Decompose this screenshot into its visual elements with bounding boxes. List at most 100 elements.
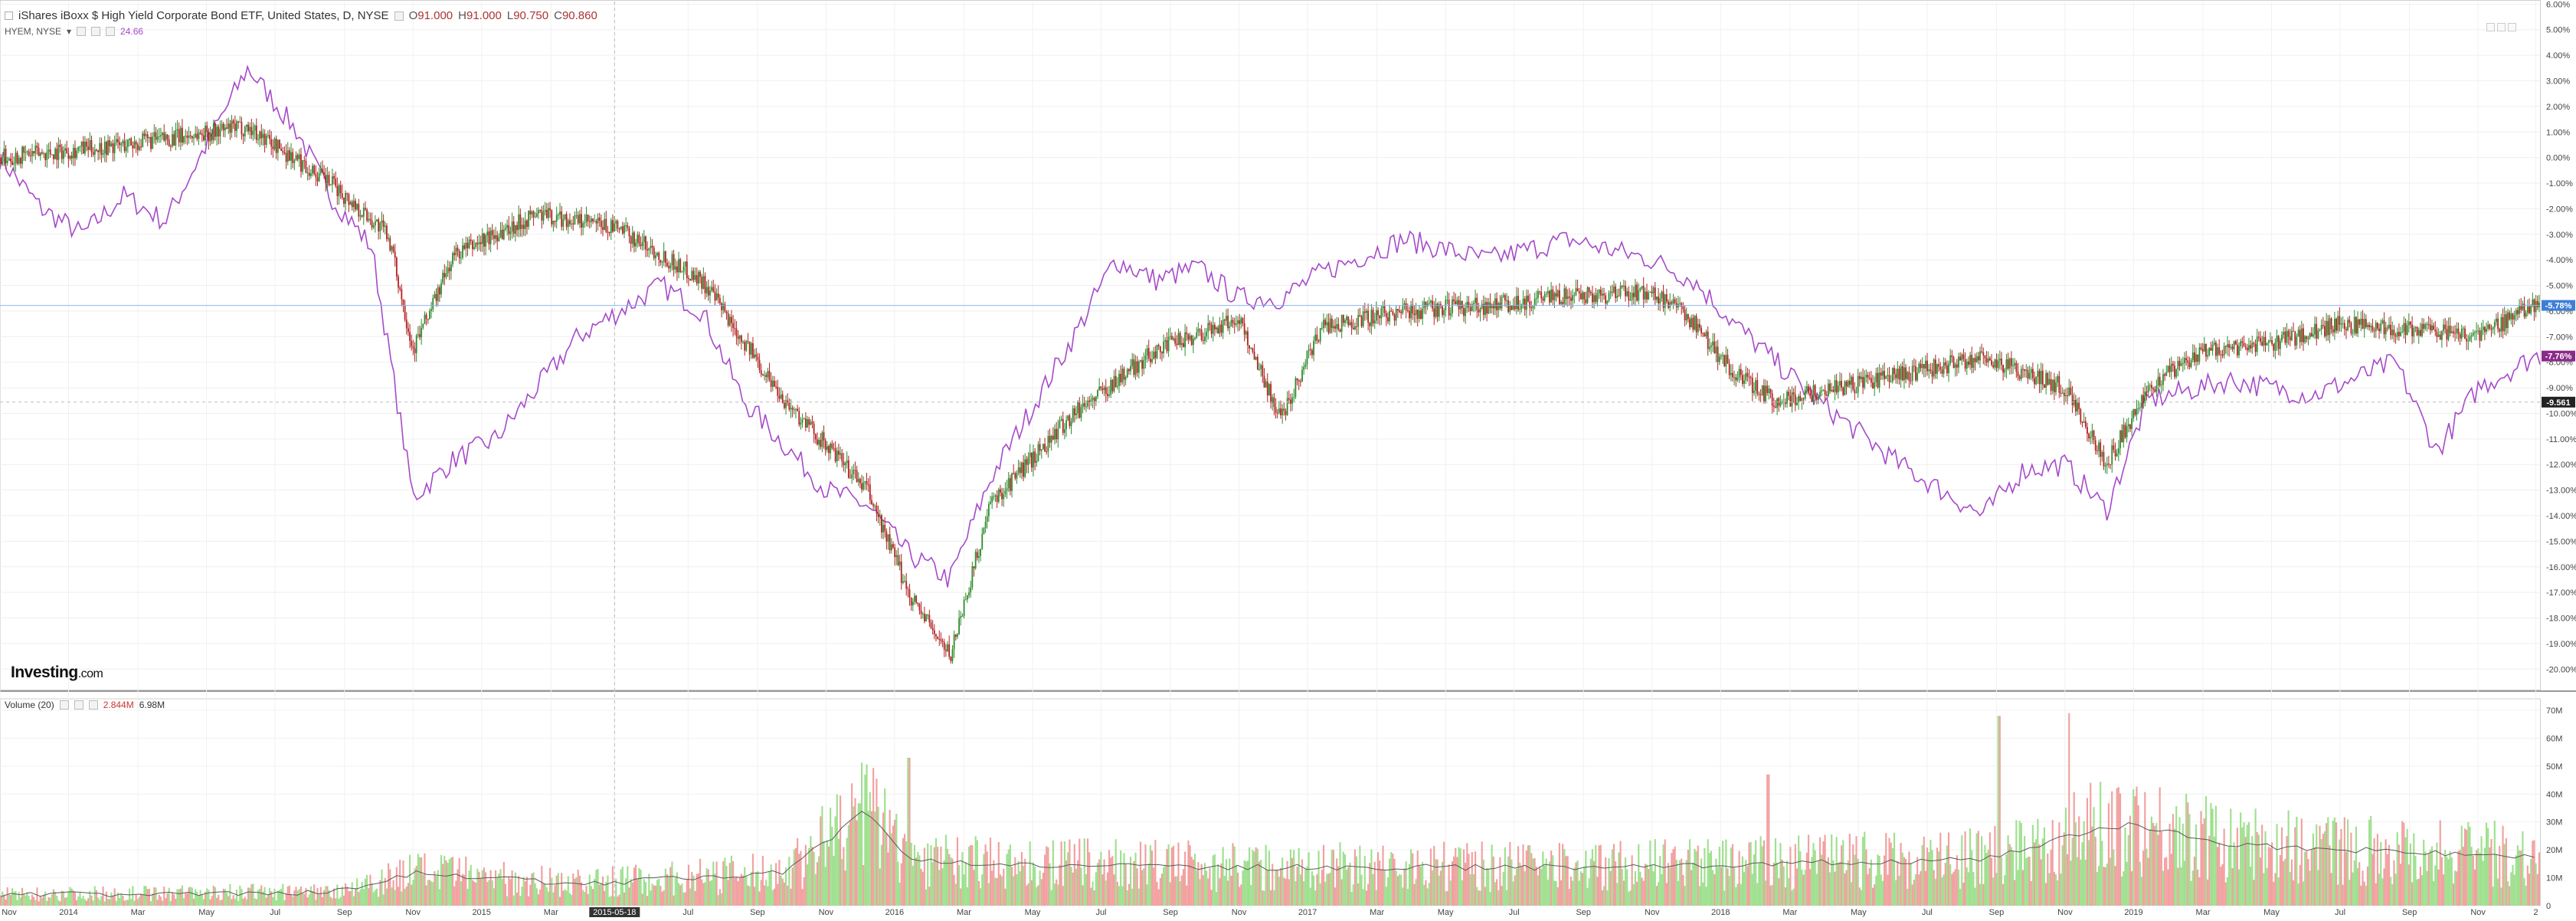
pane-up-icon[interactable] [2486,23,2495,31]
volume-bar [1329,872,1331,906]
volume-bar [630,879,632,906]
candle-body [2519,306,2520,314]
volume-bar [1602,886,1605,906]
volume-bar [770,864,772,906]
volume-bar [457,869,459,906]
candle-body [1494,298,1496,309]
candle-body [355,200,356,210]
candle-body [2492,327,2494,329]
volume-bar [2104,867,2106,906]
volume-bar [1957,870,1960,906]
volume-bar [1672,849,1674,906]
low-label: L [506,9,514,22]
candle-body [178,129,180,143]
volume-bar [2264,831,2267,906]
volume-bar [2116,788,2118,906]
volume-bar [61,890,63,906]
volume-bar [1275,869,1277,906]
compare-visibility-icon[interactable] [77,27,87,36]
candle-body [1107,393,1108,396]
volume-bar [1346,869,1348,906]
candle-body [1082,403,1084,408]
volume-bar [577,870,579,906]
candle-body [486,231,489,236]
candle-body [811,421,813,424]
volume-bar [352,896,355,906]
candle-body [105,142,107,156]
volume-bar [1220,863,1223,906]
volume-close-icon[interactable] [88,700,98,710]
volume-tick-label: 50M [2546,762,2562,772]
volume-bar [2110,857,2112,906]
volume-bar [2155,823,2158,906]
volume-visibility-icon[interactable] [59,700,69,710]
candle-body [2362,318,2364,329]
compare-menu-icon[interactable]: ▾ [67,26,72,37]
candle-body [366,209,368,221]
volume-bar [1982,883,1985,906]
volume-bar [185,893,187,906]
volume-bar [705,868,708,906]
candle-body [594,221,596,222]
candle-body [369,218,372,221]
candle-body [925,615,927,621]
volume-bar [323,890,326,906]
pane-maximize-icon[interactable] [2497,23,2506,31]
candle-body [1167,336,1170,352]
volume-bar [638,867,640,906]
volume-bar [1527,845,1530,906]
volume-bar [5,900,7,906]
candle-body [1818,396,1819,400]
volume-bar [687,864,690,906]
candle-body [2535,300,2537,313]
candle-body [2137,408,2139,409]
pane-close-icon[interactable] [2508,23,2516,31]
candle-body [1047,435,1049,452]
candle-body [1665,293,1668,302]
candle-body [1291,397,1293,404]
volume-bar [1596,877,1599,906]
candle-body [2031,369,2034,379]
candle-body [388,238,389,240]
volume-bar [1245,861,1247,906]
candle-body [70,156,73,159]
volume-bar [31,894,34,906]
candle-body [272,146,274,149]
collapse-icon[interactable] [5,11,13,20]
volume-bar [2162,870,2165,906]
volume-bar [1451,861,1454,906]
volume-bar [633,867,635,906]
volume-bar [392,880,394,906]
volume-bar [1200,864,1203,906]
candle-body [1033,451,1034,468]
volume-bar [1340,879,1343,906]
compare-settings-icon[interactable] [91,27,101,36]
candle-body [1101,388,1104,391]
settings-icon[interactable] [394,11,404,21]
candle-body [2157,376,2159,386]
volume-settings-icon[interactable] [74,700,83,710]
volume-bar [466,889,469,906]
compare-close-icon[interactable] [106,27,116,36]
volume-bar [1459,848,1461,906]
volume-bar [788,857,790,906]
candle-body [1479,308,1481,313]
volume-bar [1907,888,1909,906]
candle-body [2523,303,2525,317]
compare-name: HYEM, NYSE [5,26,62,37]
candle-body [2246,347,2248,351]
candle-body [1222,320,1224,333]
volume-bar [1412,853,1414,906]
candle-body [501,229,503,240]
volume-bar [1026,885,1028,906]
volume-bar [2390,877,2392,906]
candle-body [2251,343,2254,349]
volume-bar [2080,859,2082,906]
candle-body [2277,336,2280,349]
candle-body [847,460,849,478]
candle-body [1422,308,1424,320]
volume-bar [565,890,568,906]
volume-bar [938,870,941,906]
candle-body [2152,388,2154,390]
volume-bar [912,865,914,906]
